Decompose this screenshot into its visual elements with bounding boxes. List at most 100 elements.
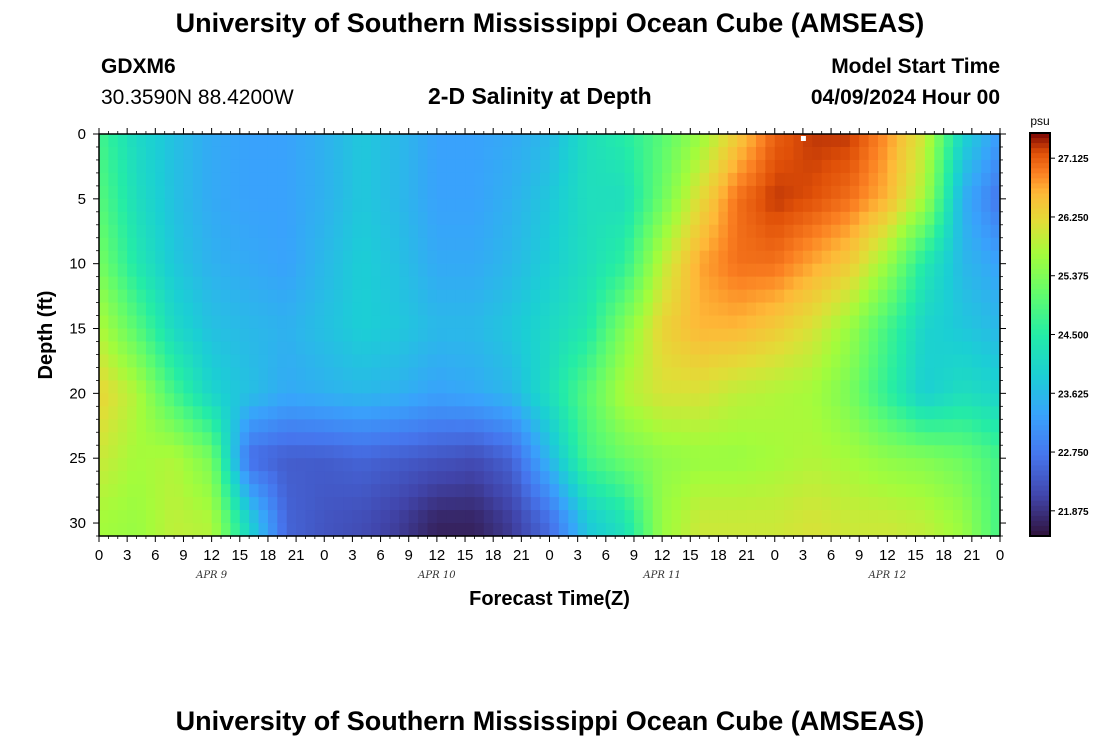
heatmap-cell bbox=[305, 510, 316, 524]
heatmap-cell bbox=[249, 510, 260, 524]
colorbar-tick-label: 26.250 bbox=[1058, 213, 1089, 224]
heatmap-cell bbox=[371, 406, 382, 420]
heatmap-cell bbox=[568, 198, 579, 213]
heatmap-cell bbox=[399, 484, 410, 498]
colorbar-step bbox=[1030, 173, 1050, 179]
heatmap-cell bbox=[408, 224, 419, 239]
heatmap-cell bbox=[652, 523, 663, 537]
heatmap-cell bbox=[596, 172, 607, 187]
heatmap-cell bbox=[211, 289, 222, 304]
heatmap-cell bbox=[192, 471, 203, 485]
heatmap-cell bbox=[371, 497, 382, 511]
heatmap-cell bbox=[408, 510, 419, 524]
heatmap-cell bbox=[436, 198, 447, 213]
heatmap-cell bbox=[924, 458, 935, 472]
heatmap-cell bbox=[389, 445, 400, 459]
heatmap-cell bbox=[455, 380, 466, 394]
heatmap-cell bbox=[202, 471, 213, 485]
heatmap-cell bbox=[812, 172, 823, 187]
heatmap-cell bbox=[812, 341, 823, 356]
heatmap-cell bbox=[455, 263, 466, 278]
heatmap-cell bbox=[896, 289, 907, 304]
heatmap-cell bbox=[934, 471, 945, 485]
heatmap-cell bbox=[690, 302, 701, 317]
heatmap-cell bbox=[624, 263, 635, 278]
heatmap-cell bbox=[474, 211, 485, 226]
heatmap-cell bbox=[267, 523, 278, 537]
heatmap-cell bbox=[389, 146, 400, 161]
heatmap-cell bbox=[192, 328, 203, 343]
heatmap-cell bbox=[943, 393, 954, 407]
heatmap-cell bbox=[746, 419, 757, 433]
heatmap-cell bbox=[643, 172, 654, 187]
heatmap-cell bbox=[305, 328, 316, 343]
heatmap-cell bbox=[352, 380, 363, 394]
heatmap-cell bbox=[474, 484, 485, 498]
heatmap-cell bbox=[568, 523, 579, 537]
heatmap-cell bbox=[624, 510, 635, 524]
heatmap-cell bbox=[352, 458, 363, 472]
heatmap-cell bbox=[221, 458, 231, 472]
date-label: APR 11 bbox=[642, 570, 680, 581]
heatmap-cell bbox=[831, 276, 842, 291]
heatmap-cell bbox=[840, 341, 851, 356]
heatmap-cell bbox=[258, 198, 269, 213]
heatmap-cell bbox=[117, 341, 128, 356]
heatmap-cell bbox=[802, 250, 813, 265]
heatmap-cell bbox=[352, 445, 363, 459]
heatmap-cell bbox=[164, 458, 175, 472]
heatmap-cell bbox=[943, 445, 954, 459]
heatmap-cell bbox=[746, 341, 757, 356]
heatmap-cell bbox=[108, 276, 119, 291]
heatmap-cell bbox=[249, 172, 260, 187]
heatmap-cell bbox=[680, 146, 691, 161]
heatmap-cell bbox=[446, 406, 457, 420]
heatmap-cell bbox=[436, 497, 447, 511]
heatmap-cell bbox=[793, 224, 804, 239]
heatmap-cell bbox=[849, 211, 860, 226]
heatmap-cell bbox=[324, 471, 335, 485]
heatmap-cell bbox=[746, 211, 757, 226]
heatmap-cell bbox=[136, 484, 147, 498]
heatmap-cell bbox=[859, 393, 870, 407]
heatmap-cell bbox=[840, 510, 851, 524]
heatmap-cell bbox=[239, 263, 250, 278]
heatmap-cell bbox=[277, 380, 288, 394]
heatmap-cell bbox=[502, 393, 513, 407]
heatmap-cell bbox=[577, 198, 588, 213]
heatmap-cell bbox=[267, 302, 278, 317]
heatmap-cell bbox=[333, 471, 344, 485]
heatmap-cell bbox=[239, 224, 250, 239]
heatmap-cell bbox=[333, 432, 344, 446]
heatmap-cell bbox=[530, 146, 541, 161]
heatmap-cell bbox=[493, 315, 504, 330]
heatmap-cell bbox=[399, 159, 410, 174]
heatmap-cell bbox=[136, 159, 147, 174]
heatmap-cell bbox=[943, 341, 954, 356]
heatmap-cell bbox=[493, 367, 504, 381]
heatmap-cell bbox=[258, 250, 269, 265]
heatmap-cell bbox=[333, 419, 344, 433]
heatmap-cell bbox=[709, 328, 720, 343]
heatmap-cell bbox=[540, 198, 551, 213]
heatmap-cell bbox=[127, 432, 138, 446]
colorbar-step bbox=[1030, 263, 1050, 270]
heatmap-cell bbox=[784, 510, 795, 524]
heatmap-cell bbox=[596, 445, 607, 459]
heatmap-cell bbox=[915, 367, 926, 381]
heatmap-cell bbox=[446, 497, 457, 511]
heatmap-cell bbox=[981, 458, 992, 472]
heatmap-cell bbox=[314, 419, 325, 433]
heatmap-cell bbox=[286, 276, 297, 291]
heatmap-cell bbox=[605, 419, 616, 433]
heatmap-cell bbox=[343, 289, 354, 304]
y-tick-label: 25 bbox=[69, 450, 86, 467]
heatmap-cell bbox=[831, 211, 842, 226]
heatmap-cell bbox=[568, 185, 579, 200]
heatmap-cell bbox=[145, 263, 156, 278]
heatmap-cell bbox=[145, 523, 156, 537]
heatmap-cell bbox=[718, 289, 729, 304]
heatmap-cell bbox=[521, 237, 532, 252]
heatmap-cell bbox=[474, 315, 485, 330]
heatmap-cell bbox=[108, 367, 119, 381]
